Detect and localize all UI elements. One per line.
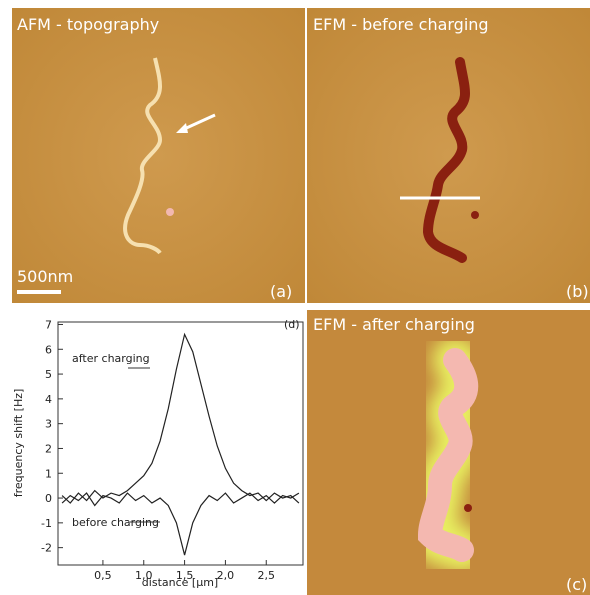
y-tick-label: 5 [45, 368, 52, 381]
panel-title: EFM - before charging [313, 15, 489, 34]
panel-d: (d) distance [µm] frequency shift [Hz] a… [12, 318, 304, 589]
y-tick-label: 2 [45, 442, 52, 455]
panel-tag: (d) [284, 318, 300, 331]
y-tick-label: 3 [45, 418, 52, 431]
afm-image [12, 8, 305, 303]
annotation: before charging [72, 516, 159, 529]
nanotube [417, 348, 479, 562]
panel-tag: (b) [566, 282, 589, 301]
nanotube [123, 57, 163, 255]
data-line [61, 492, 300, 556]
y-tick-label: 0 [45, 492, 52, 505]
panel-title: EFM - after charging [313, 315, 475, 334]
x-tick-label: 1,5 [176, 569, 194, 582]
arrow [181, 113, 216, 132]
nanotube [422, 57, 470, 263]
y-tick-label: 4 [45, 393, 52, 406]
y-tick-label: -1 [41, 517, 52, 530]
plot-frame [57, 321, 304, 566]
scale-bar [17, 290, 61, 294]
x-tick-label: 1,0 [135, 569, 153, 582]
x-tick-label: 2,5 [258, 569, 276, 582]
panel-b: EFM - before charging (b) [307, 8, 590, 303]
particle [166, 208, 174, 216]
particle [471, 211, 479, 219]
efm-image [307, 8, 590, 303]
panel-a: AFM - topography (a) 500nm [12, 8, 305, 303]
y-tick-label: -2 [41, 542, 52, 555]
scale-label: 500nm [17, 267, 73, 286]
x-axis-title: distance [µm] [142, 576, 218, 589]
annotation: after charging [72, 352, 150, 365]
y-tick-label: 7 [45, 318, 52, 331]
arrow-head [176, 123, 188, 133]
y-axis-title: frequency shift [Hz] [12, 389, 25, 498]
panel-title: AFM - topography [17, 15, 159, 34]
panel-tag: (c) [566, 575, 587, 594]
particle [464, 504, 472, 512]
panel-tag: (a) [270, 282, 292, 301]
x-tick-label: 2,0 [217, 569, 235, 582]
panel-c: EFM - after charging (c) [307, 310, 590, 595]
x-tick-label: 0,5 [94, 569, 112, 582]
y-tick-label: 1 [45, 467, 52, 480]
y-tick-label: 6 [45, 343, 52, 356]
